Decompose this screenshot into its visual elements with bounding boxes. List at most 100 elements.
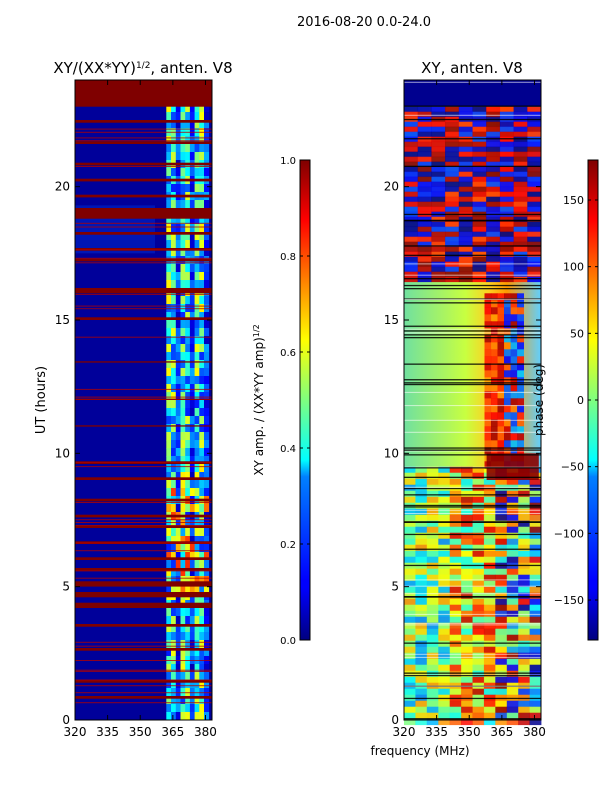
left-heatmap-cell	[204, 560, 210, 569]
right-heatmap-cell	[426, 670, 439, 678]
left-flagged-row	[75, 232, 212, 235]
right-heatmap-cell	[426, 646, 439, 654]
left-heatmap-cell	[180, 312, 186, 321]
right-heatmap-cell	[472, 111, 487, 118]
left-heatmap-cell	[175, 416, 181, 425]
left-heatmap-cell	[204, 616, 210, 625]
right-heatmap-cell	[445, 191, 460, 198]
left-heatmap-cell	[194, 312, 200, 321]
right-heatmap-cell	[445, 216, 460, 223]
right-heatmap-cell	[529, 718, 542, 726]
right-heatmap-cell	[504, 419, 511, 427]
left-heatmap-cell	[180, 528, 186, 537]
right-heatmap-cell	[472, 550, 485, 558]
right-heatmap-cell	[445, 111, 460, 118]
left-heatmap-cell	[204, 664, 210, 673]
right-heatmap-cell	[415, 622, 428, 630]
right-heatmap-cell	[483, 538, 496, 546]
right-heatmap-cell	[461, 622, 473, 630]
right-heatmap-cell	[404, 156, 419, 163]
left-heatmap-cell	[180, 504, 186, 513]
right-heatmap-cell	[438, 550, 451, 558]
left-heatmap-cell	[199, 360, 205, 369]
right-heatmap-cell	[517, 370, 524, 378]
right-heatmap-cell	[472, 121, 487, 128]
left-heatmap-cell	[189, 544, 195, 553]
left-heatmap-cell	[175, 320, 181, 329]
left-heatmap-cell	[189, 648, 195, 657]
left-heatmap-cell	[189, 152, 195, 161]
right-heatmap-cell	[449, 622, 462, 630]
right-heatmap-cell	[510, 321, 518, 329]
right-heatmap-cell	[518, 676, 530, 684]
left-flagged-line	[75, 305, 212, 307]
left-heatmap-cell	[185, 552, 191, 561]
left-heatmap-cell	[180, 392, 186, 401]
left-heatmap-cell	[194, 608, 200, 617]
left-heatmap-cell	[194, 584, 200, 593]
right-heatmap-cell	[527, 146, 542, 153]
left-heatmap-cell	[185, 712, 191, 721]
left-heatmap-cell	[185, 104, 191, 113]
left-heatmap-cell	[166, 264, 172, 273]
right-heatmap-cell	[417, 146, 432, 153]
right-flagged-line	[404, 325, 541, 327]
right-heatmap-cell	[445, 206, 460, 213]
left-heatmap-cell	[204, 368, 210, 377]
left-heatmap-cell	[166, 336, 172, 345]
right-heatmap-cell	[513, 156, 528, 163]
left-heatmap-cell	[199, 520, 205, 529]
left-heatmap-cell	[175, 488, 181, 497]
left-heatmap-cell	[185, 400, 191, 409]
right-heatmap-cell	[461, 580, 473, 588]
right-heatmap-cell	[472, 126, 487, 133]
right-heatmap-cell	[486, 276, 501, 283]
left-heatmap-cell	[166, 584, 172, 593]
right-heatmap-cell	[518, 580, 530, 588]
right-heatmap-cell	[415, 604, 428, 612]
right-heatmap-cell	[499, 201, 514, 208]
left-flagged-row	[75, 581, 212, 587]
x-tick-label: 350	[458, 725, 481, 739]
right-heatmap-cell	[504, 363, 511, 371]
right-heatmap-cell	[426, 556, 439, 564]
right-heatmap-cell	[491, 307, 498, 315]
right-flagged-line	[404, 405, 541, 407]
right-heatmap-cell	[529, 640, 542, 648]
left-heatmap-cell	[180, 232, 186, 241]
right-heatmap-cell	[497, 391, 505, 399]
right-heatmap-cell	[529, 532, 542, 540]
left-flagged-line	[75, 226, 212, 228]
left-heatmap-cell	[204, 640, 210, 649]
left-heatmap-cell	[175, 352, 181, 361]
right-heatmap-cell	[483, 712, 496, 720]
right-heatmap-cell	[486, 196, 501, 203]
right-heatmap-cell	[404, 266, 419, 273]
right-heatmap-cell	[431, 141, 446, 148]
left-heatmap-cell	[185, 584, 191, 593]
left-flagged-line	[75, 525, 212, 527]
left-heatmap-cell	[180, 368, 186, 377]
left-heatmap-cell	[171, 264, 177, 273]
left-heatmap-cell	[171, 640, 177, 649]
left-heatmap-cell	[204, 248, 210, 257]
right-heatmap-cell	[438, 586, 451, 594]
left-heatmap-cell	[180, 648, 186, 657]
left-heatmap-cell	[166, 624, 172, 633]
right-heatmap-cell	[483, 556, 496, 564]
right-heatmap-cell	[404, 181, 419, 188]
left-heatmap-cell	[194, 488, 200, 497]
left-heatmap-cell	[185, 200, 191, 209]
right-heatmap-cell	[472, 568, 485, 576]
left-heatmap-cell	[180, 584, 186, 593]
right-heatmap-cell	[513, 186, 528, 193]
right-heatmap-cell	[527, 216, 542, 223]
left-heatmap-cell	[204, 384, 210, 393]
right-heatmap-cell	[417, 121, 432, 128]
left-heatmap-cell	[189, 424, 195, 433]
right-heatmap-cell	[472, 628, 485, 636]
left-heatmap-cell	[189, 400, 195, 409]
left-heatmap-cell	[180, 536, 186, 545]
right-heatmap-cell	[504, 384, 511, 392]
